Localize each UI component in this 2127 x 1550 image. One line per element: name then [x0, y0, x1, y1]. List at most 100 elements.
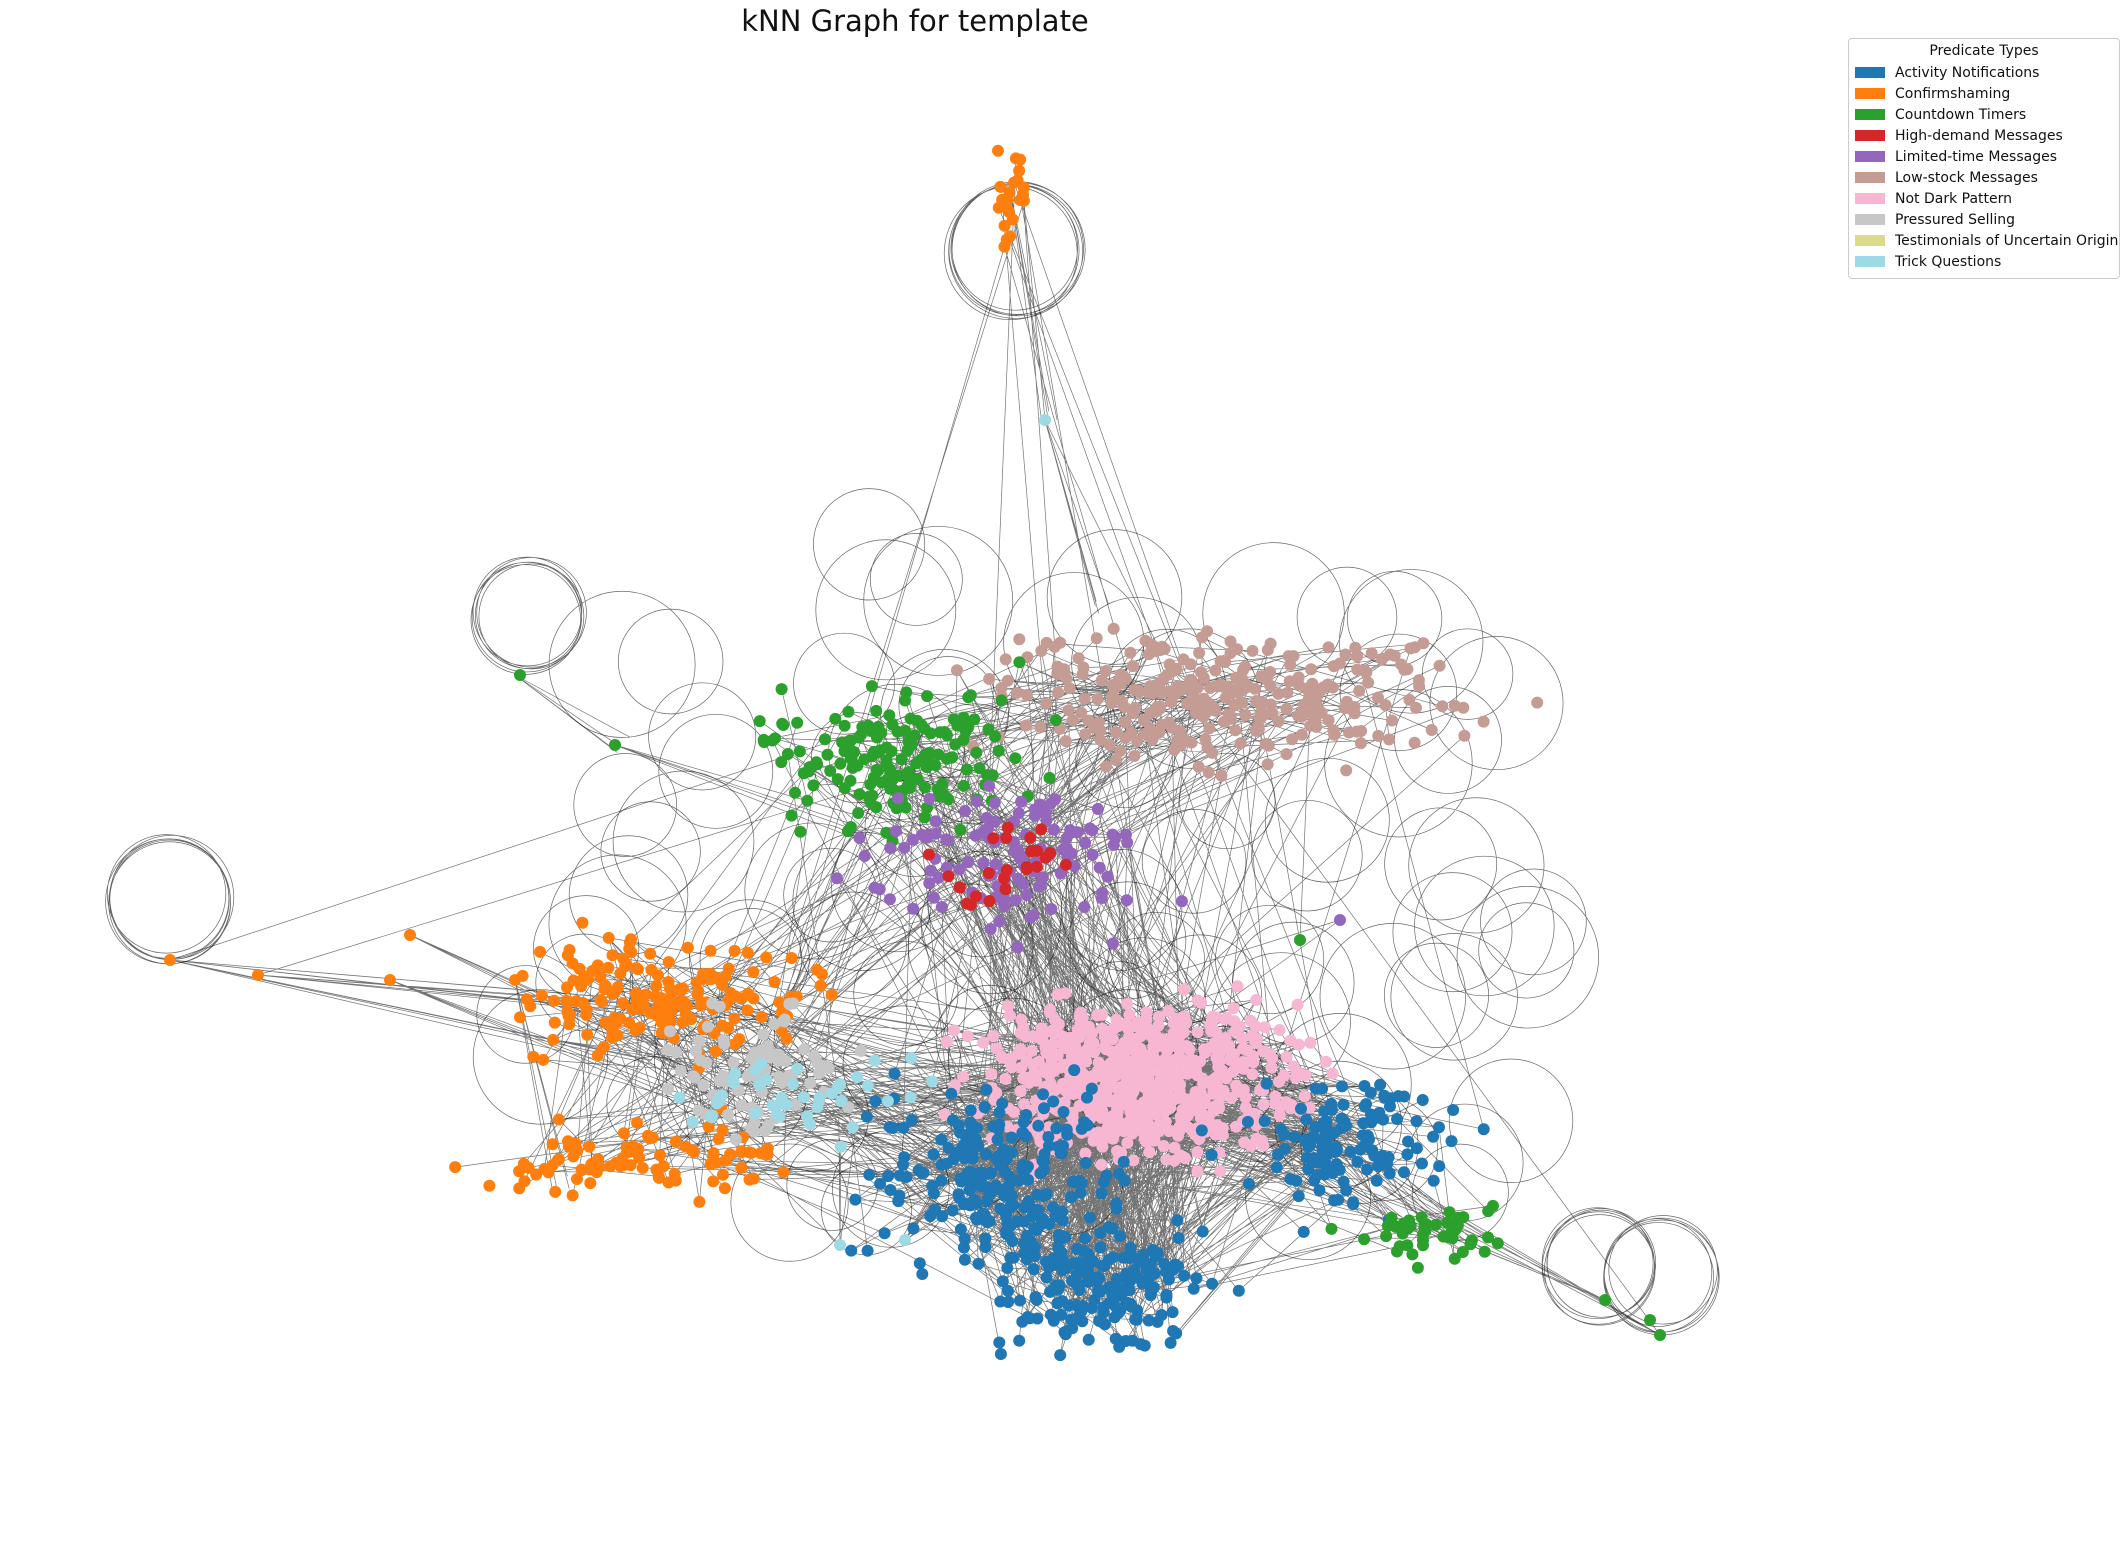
graph-node: [1120, 1267, 1133, 1280]
graph-node: [1180, 1016, 1193, 1029]
graph-node: [932, 871, 945, 884]
graph-node: [1018, 1201, 1031, 1214]
graph-node: [1134, 1042, 1147, 1055]
graph-node: [993, 1336, 1006, 1349]
graph-node: [972, 1257, 985, 1270]
legend-item: Confirmshaming: [1855, 83, 2113, 104]
graph-node: [612, 981, 624, 993]
graph-node: [1164, 1336, 1177, 1349]
graph-node: [791, 716, 804, 729]
graph-node: [884, 842, 897, 855]
graph-node: [1178, 983, 1191, 996]
graph-node: [881, 1095, 894, 1108]
graph-node: [576, 916, 589, 929]
graph-node: [1079, 1156, 1092, 1169]
graph-node: [980, 1148, 993, 1161]
graph-node: [1283, 675, 1296, 688]
graph-node: [1054, 1349, 1067, 1362]
graph-node: [1410, 701, 1422, 714]
graph-node: [983, 779, 996, 792]
graph-node: [1066, 714, 1079, 727]
graph-node: [727, 1056, 740, 1069]
graph-node: [1032, 1119, 1045, 1132]
graph-node: [1340, 1119, 1353, 1132]
graph-node: [1038, 1102, 1050, 1115]
graph-node: [829, 712, 842, 725]
graph-node: [927, 1148, 940, 1161]
graph-node: [858, 753, 871, 766]
graph-node: [810, 756, 823, 769]
graph-node: [1059, 987, 1072, 1000]
graph-node: [791, 1062, 804, 1075]
graph-node: [1336, 1080, 1348, 1093]
graph-node: [650, 979, 663, 992]
graph-node: [1077, 1245, 1090, 1258]
graph-node: [1111, 1272, 1123, 1285]
graph-node: [1292, 671, 1305, 684]
graph-node: [1376, 1149, 1389, 1162]
graph-node: [662, 1176, 675, 1189]
graph-node: [899, 801, 912, 814]
graph-node: [1433, 1121, 1445, 1134]
graph-node: [749, 1064, 762, 1077]
graph-node: [990, 1042, 1003, 1055]
graph-node: [1320, 1115, 1333, 1128]
graph-node: [768, 976, 781, 988]
graph-node: [1477, 1123, 1490, 1136]
graph-node: [1059, 735, 1072, 748]
graph-node: [1044, 1308, 1057, 1321]
graph-node: [1048, 823, 1060, 836]
graph-node: [1252, 723, 1265, 736]
graph-node: [1284, 1102, 1297, 1115]
graph-node: [989, 858, 1002, 871]
graph-node: [1482, 1231, 1494, 1244]
graph-title: kNN Graph for template: [741, 4, 1089, 38]
graph-node: [735, 1161, 748, 1174]
graph-node: [977, 857, 990, 870]
graph-node: [1398, 1166, 1410, 1179]
graph-node: [1230, 1079, 1243, 1092]
graph-node: [655, 1016, 668, 1029]
graph-node: [1203, 722, 1216, 735]
graph-node: [1204, 682, 1217, 694]
graph-node: [561, 995, 574, 1008]
graph-node: [1240, 1044, 1253, 1057]
graph-node: [958, 1253, 971, 1266]
graph-node: [793, 745, 806, 758]
graph-node: [1157, 1140, 1170, 1152]
graph-node: [514, 1011, 526, 1024]
graph-node: [687, 1070, 699, 1083]
graph-node: [1001, 1215, 1014, 1228]
graph-node: [602, 961, 615, 974]
graph-node: [1004, 1201, 1016, 1214]
graph-node: [1401, 1239, 1414, 1252]
graph-node: [1039, 807, 1052, 819]
graph-node: [1075, 1177, 1088, 1189]
graph-node: [1042, 1131, 1055, 1143]
graph-node: [1191, 681, 1204, 694]
graph-node: [754, 1147, 767, 1160]
graph-node: [1322, 641, 1335, 654]
graph-node: [1120, 894, 1133, 907]
graph-node: [1391, 1113, 1404, 1125]
graph-node: [722, 1021, 734, 1034]
graph-node: [897, 1121, 910, 1134]
graph-node: [654, 1149, 666, 1162]
graph-node: [794, 825, 807, 838]
graph-node: [1114, 677, 1127, 690]
graph-node: [1000, 831, 1013, 844]
graph-node: [1237, 1062, 1249, 1075]
graph-node: [1190, 693, 1203, 706]
graph-node: [1014, 1085, 1027, 1098]
legend-label: Pressured Selling: [1895, 211, 2016, 228]
graph-node: [718, 1182, 731, 1195]
graph-node: [987, 832, 1000, 845]
graph-node: [951, 664, 963, 677]
graph-node: [918, 811, 931, 824]
graph-node: [1073, 1099, 1086, 1112]
graph-node: [1153, 1010, 1166, 1023]
graph-node: [785, 809, 798, 822]
graph-node: [989, 730, 1002, 743]
graph-node: [902, 766, 915, 778]
